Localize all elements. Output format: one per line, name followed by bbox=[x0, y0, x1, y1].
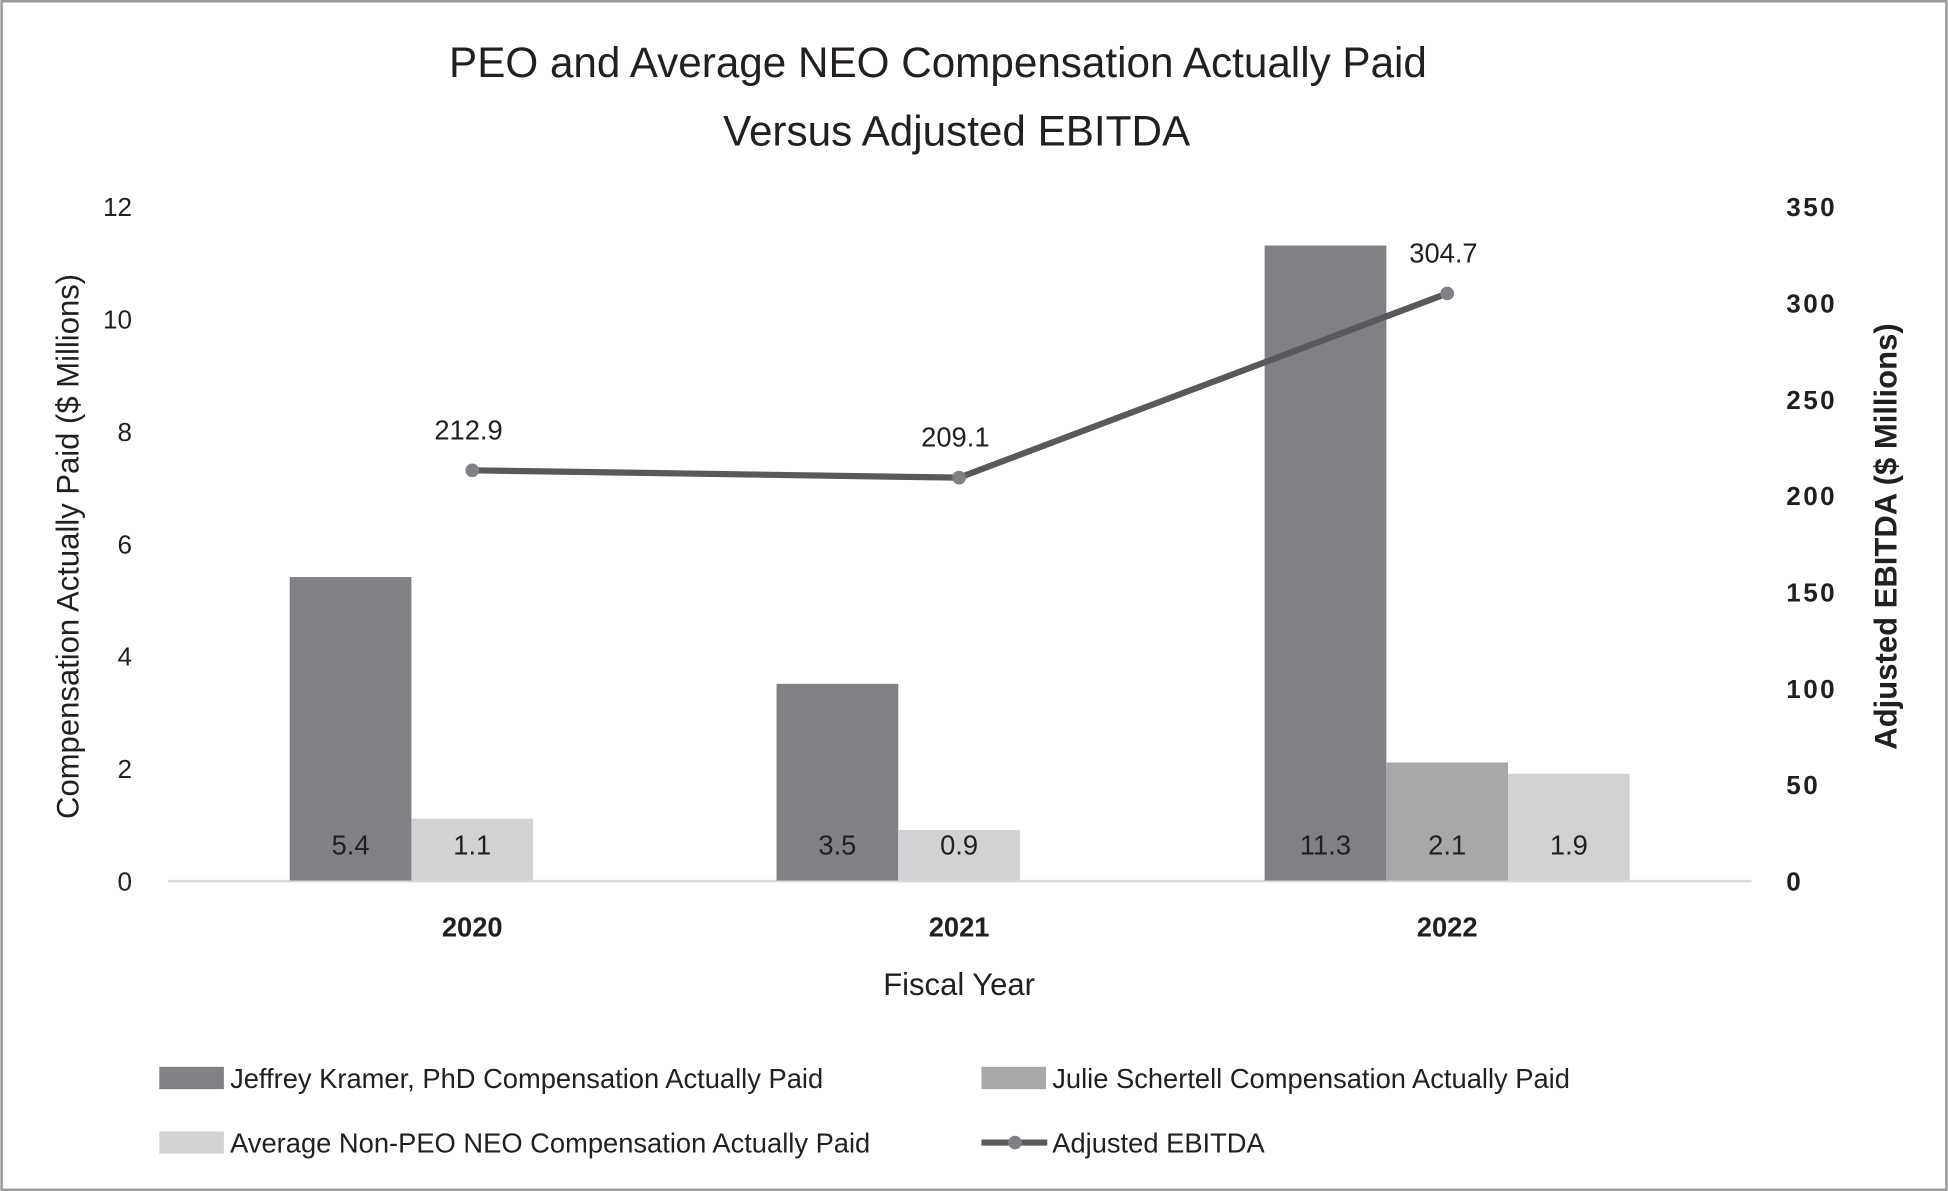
y2-tick-label: 200 bbox=[1786, 481, 1837, 511]
bar bbox=[411, 818, 534, 881]
bar bbox=[289, 577, 412, 881]
legend-swatch bbox=[159, 1066, 224, 1090]
x-tick-label: 2021 bbox=[929, 911, 990, 942]
legend: Jeffrey Kramer, PhD Compensation Actuall… bbox=[159, 1063, 1570, 1159]
chart-title-line-2: Versus Adjusted EBITDA bbox=[723, 107, 1191, 154]
y-tick-label: 12 bbox=[103, 192, 132, 222]
y2-tick-label: 350 bbox=[1786, 192, 1837, 222]
bar-data-label: 2.1 bbox=[1428, 829, 1466, 860]
y2-axis-title: Adjusted EBITDA ($ Millions) bbox=[1869, 323, 1904, 749]
y2-tick-label: 0 bbox=[1786, 866, 1803, 896]
x-tick-label: 2022 bbox=[1417, 911, 1478, 942]
y-tick-label: 6 bbox=[117, 529, 132, 559]
y2-tick-label: 250 bbox=[1786, 385, 1837, 415]
y2-tick-label: 50 bbox=[1786, 770, 1820, 800]
bar bbox=[1264, 245, 1387, 881]
legend-label: Jeffrey Kramer, PhD Compensation Actuall… bbox=[230, 1063, 823, 1094]
y2-tick-label: 150 bbox=[1786, 577, 1837, 607]
bar-data-label: 1.1 bbox=[453, 829, 491, 860]
line-marker bbox=[465, 463, 480, 478]
y-tick-label: 2 bbox=[117, 754, 132, 784]
line-data-label: 212.9 bbox=[434, 414, 502, 445]
x-tick-label: 2020 bbox=[442, 911, 503, 942]
legend-marker bbox=[1008, 1135, 1022, 1150]
bar-data-label: 11.3 bbox=[1300, 829, 1351, 860]
x-axis-title: Fiscal Year bbox=[883, 967, 1035, 1002]
y-tick-label: 4 bbox=[117, 642, 132, 672]
legend-swatch bbox=[159, 1131, 224, 1154]
line-data-label: 209.1 bbox=[921, 422, 989, 453]
line-marker bbox=[1440, 286, 1455, 301]
legend-swatch bbox=[981, 1066, 1047, 1090]
legend-label: Julie Schertell Compensation Actually Pa… bbox=[1052, 1063, 1570, 1094]
bar bbox=[1508, 773, 1630, 881]
bar-data-label: 5.4 bbox=[332, 829, 370, 860]
y-tick-label: 8 bbox=[117, 417, 132, 447]
line-marker bbox=[952, 470, 966, 485]
bar bbox=[1386, 762, 1509, 881]
legend-label: Average Non-PEO NEO Compensation Actuall… bbox=[230, 1128, 870, 1159]
bar-data-label: 0.9 bbox=[940, 829, 978, 860]
bar-data-label: 1.9 bbox=[1550, 829, 1588, 860]
chart-title-line-1: PEO and Average NEO Compensation Actuall… bbox=[449, 39, 1427, 86]
y-tick-label: 0 bbox=[117, 866, 132, 896]
y2-tick-label: 300 bbox=[1786, 288, 1837, 318]
line-data-label: 304.7 bbox=[1409, 237, 1477, 268]
bar-data-label: 3.5 bbox=[818, 829, 856, 860]
y-tick-label: 10 bbox=[103, 304, 132, 334]
legend-label: Adjusted EBITDA bbox=[1052, 1128, 1265, 1159]
bar bbox=[776, 683, 899, 881]
y-axis-title: Compensation Actually Paid ($ Millions) bbox=[51, 274, 86, 819]
bar bbox=[898, 829, 1020, 881]
y2-tick-label: 100 bbox=[1786, 674, 1837, 704]
